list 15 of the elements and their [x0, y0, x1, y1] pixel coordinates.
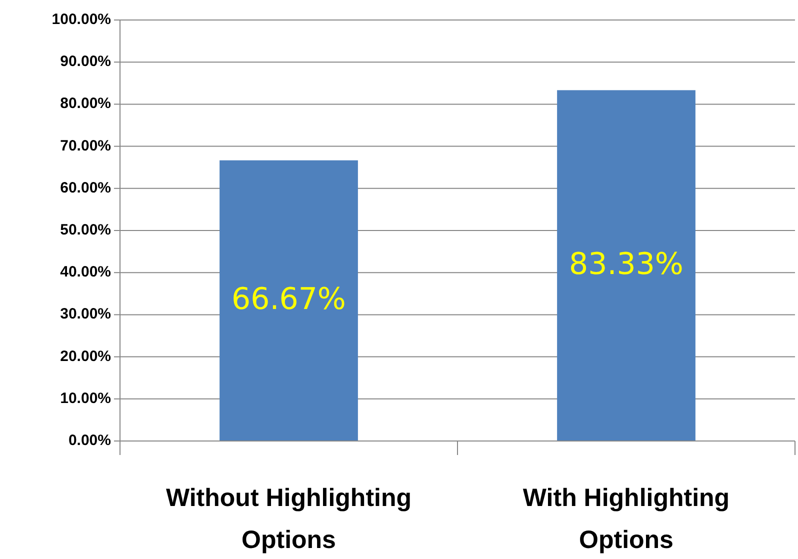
y-tick-label: 20.00%	[60, 348, 111, 365]
data-label: 66.67%	[232, 282, 346, 317]
y-tick-label: 10.00%	[60, 390, 111, 407]
y-tick-label: 30.00%	[60, 306, 111, 323]
y-tick-label: 40.00%	[60, 264, 111, 281]
y-tick-label: 0.00%	[68, 432, 111, 449]
y-tick-label: 70.00%	[60, 137, 111, 154]
x-tick-label: Without Highlighting Options	[166, 484, 412, 554]
y-tick-label: 100.00%	[52, 10, 111, 28]
data-label: 83.33%	[569, 246, 684, 282]
y-tick-label: 80.00%	[60, 95, 111, 112]
x-tick-label: With Highlighting Options	[522, 484, 730, 554]
y-tick-label: 50.00%	[60, 221, 111, 238]
y-tick-label: 60.00%	[60, 179, 111, 196]
y-tick-label: 90.00%	[60, 53, 111, 70]
